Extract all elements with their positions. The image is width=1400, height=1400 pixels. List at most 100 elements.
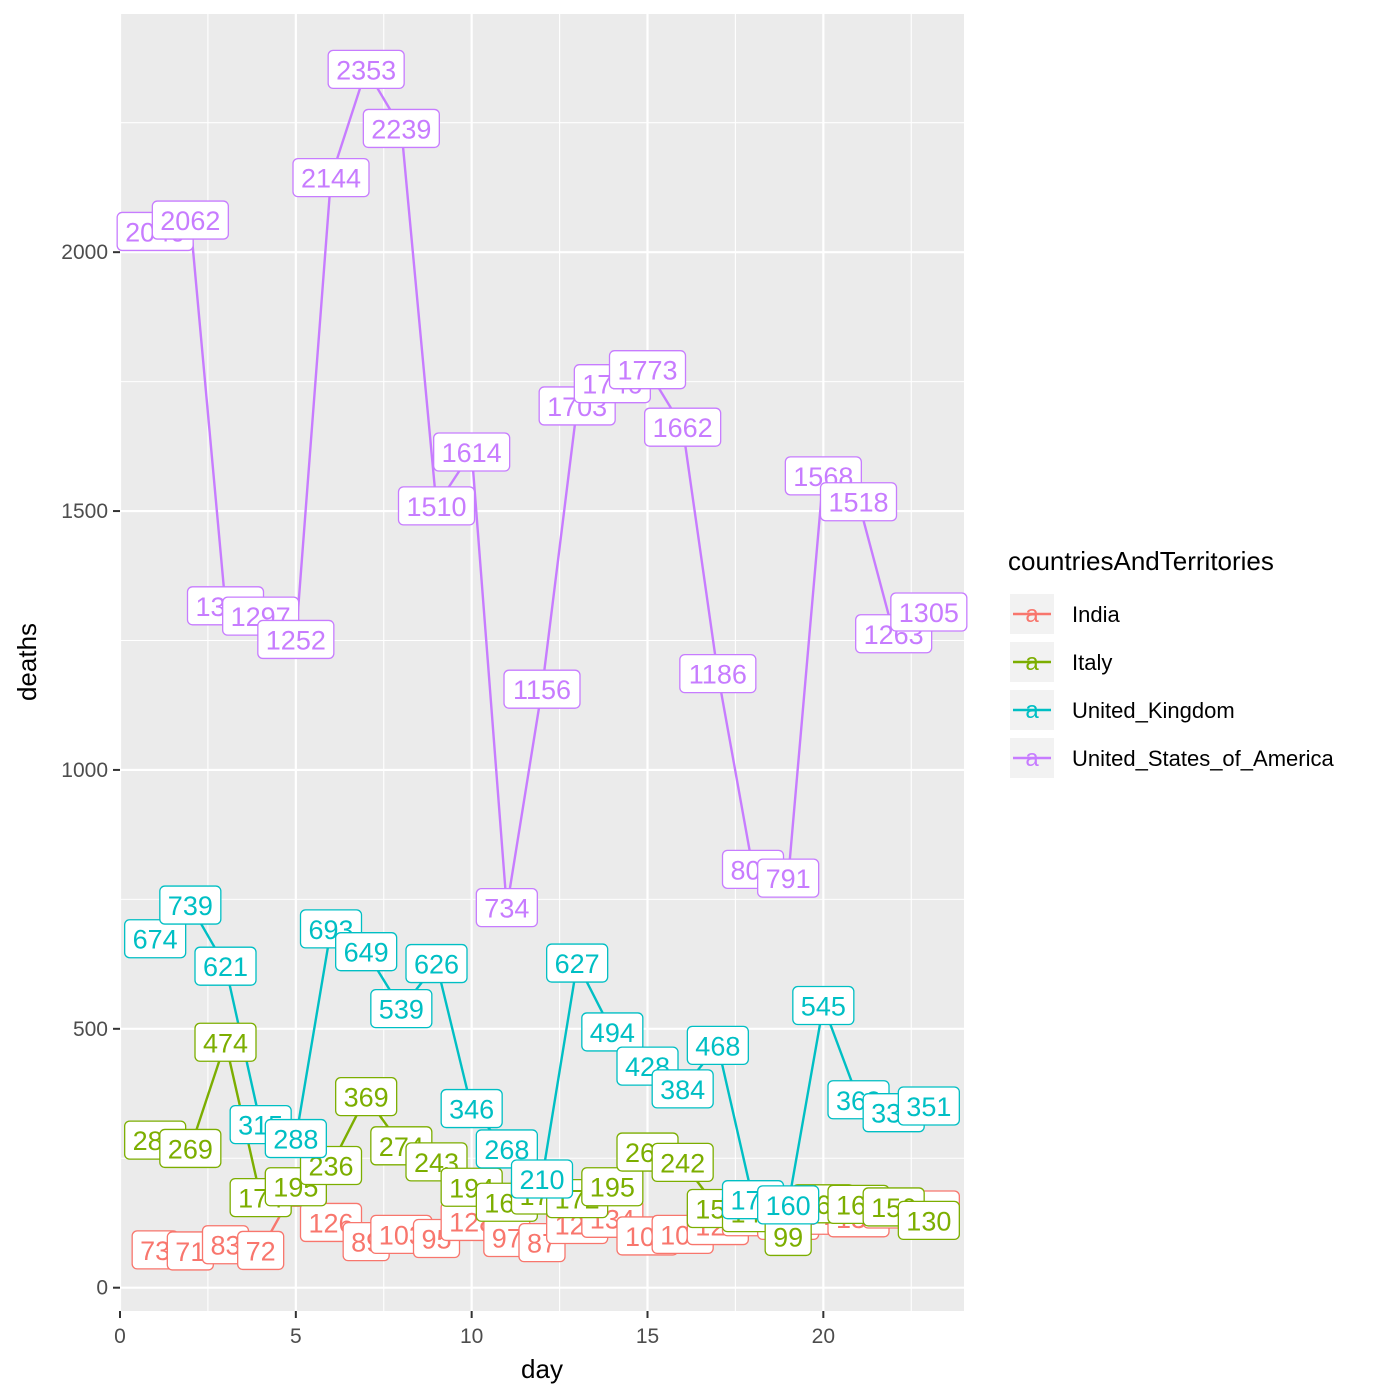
data-label-text: 2062 xyxy=(160,206,220,236)
data-label: 1186 xyxy=(679,653,757,694)
data-label-box xyxy=(644,407,722,447)
legend-key-glyph: a xyxy=(1025,649,1039,676)
data-label: 494 xyxy=(581,1012,644,1052)
data-label: 269 xyxy=(159,1128,222,1169)
x-tick-label: 20 xyxy=(812,1325,835,1348)
data-label-text: 1614 xyxy=(442,438,502,468)
legend-label: United_States_of_America xyxy=(1072,746,1334,771)
data-label-text: 649 xyxy=(344,938,389,968)
data-label-text: 474 xyxy=(203,1028,248,1058)
data-label-box xyxy=(546,943,609,983)
data-label-box xyxy=(440,1088,503,1129)
data-label-text: 739 xyxy=(168,891,213,921)
data-label-box xyxy=(686,1025,749,1066)
data-label-box xyxy=(405,943,468,984)
data-label-box xyxy=(581,1012,644,1052)
data-label-text: 1518 xyxy=(828,488,888,518)
data-label: 1252 xyxy=(257,619,335,660)
data-label: 130 xyxy=(897,1200,960,1241)
data-label-box xyxy=(581,1167,644,1207)
legend-label: Italy xyxy=(1072,650,1112,675)
data-label-box xyxy=(897,1086,960,1126)
data-label-text: 83 xyxy=(210,1231,240,1261)
x-tick-label: 10 xyxy=(460,1325,483,1348)
data-label-box xyxy=(890,592,968,632)
data-label-box xyxy=(124,919,187,959)
data-label-text: 1305 xyxy=(899,598,959,628)
data-label: 1614 xyxy=(433,432,511,472)
data-label: 73 xyxy=(131,1230,179,1270)
data-label: 1156 xyxy=(503,669,581,709)
data-label-text: 269 xyxy=(168,1134,213,1164)
legend-label: India xyxy=(1072,602,1120,627)
data-label-text: 195 xyxy=(590,1173,635,1203)
data-label-box xyxy=(792,985,855,1026)
data-label: 626 xyxy=(405,943,468,984)
data-label-box xyxy=(510,1159,574,1199)
y-axis: 0 500 1000 1500 2000 xyxy=(61,241,120,1300)
data-label: 351 xyxy=(897,1086,960,1126)
data-label-box xyxy=(475,1129,538,1169)
data-label-box xyxy=(194,946,257,986)
data-label: 384 xyxy=(651,1069,714,1109)
data-label-text: 494 xyxy=(590,1018,635,1048)
data-label: 71 xyxy=(166,1231,214,1271)
data-label-box xyxy=(159,1128,222,1169)
data-label-box xyxy=(651,1142,714,1183)
data-label-box xyxy=(475,888,538,928)
data-label-box xyxy=(151,200,229,240)
data-label-box xyxy=(264,1118,327,1159)
data-label-box xyxy=(159,885,222,925)
data-label-text: 1252 xyxy=(266,625,326,655)
data-label-box xyxy=(397,486,476,526)
data-label-text: 2144 xyxy=(301,164,361,194)
data-label: 268 xyxy=(475,1129,538,1169)
data-label-box xyxy=(433,432,511,472)
data-label-box xyxy=(757,858,820,898)
legend-item: a United_Kingdom xyxy=(1010,690,1235,730)
data-label-box xyxy=(651,1069,714,1109)
data-label-text: 99 xyxy=(773,1222,803,1252)
data-label: 468 xyxy=(686,1025,749,1066)
data-label-text: 1662 xyxy=(653,413,713,443)
data-label-text: 369 xyxy=(344,1083,389,1113)
data-label: 627 xyxy=(546,943,609,983)
data-label: 97 xyxy=(483,1217,531,1258)
data-label: 734 xyxy=(475,888,538,928)
data-label: 539 xyxy=(370,988,433,1029)
data-label-text: 1156 xyxy=(513,675,571,705)
legend-label: United_Kingdom xyxy=(1072,698,1235,723)
legend-item: a Italy xyxy=(1010,642,1112,682)
data-label-text: 130 xyxy=(906,1206,951,1236)
data-label: 83 xyxy=(201,1225,250,1265)
data-label: 1518 xyxy=(819,482,898,522)
x-axis-title: day xyxy=(521,1354,563,1384)
data-label-text: 545 xyxy=(801,992,846,1022)
data-label-text: 1186 xyxy=(689,660,747,690)
data-label-text: 160 xyxy=(766,1191,811,1221)
data-label-box xyxy=(335,1076,398,1117)
data-label: 1773 xyxy=(608,350,687,390)
data-label: 1510 xyxy=(397,486,476,526)
y-tick-label: 2000 xyxy=(61,241,108,264)
data-label-box xyxy=(327,49,405,90)
data-label: 2239 xyxy=(362,108,440,149)
data-label-text: 97 xyxy=(492,1223,522,1253)
data-label: 649 xyxy=(335,932,398,972)
data-label-text: 734 xyxy=(484,894,529,924)
data-label-text: 288 xyxy=(273,1125,318,1155)
data-label-box xyxy=(819,482,898,522)
data-label-box xyxy=(370,988,433,1029)
data-label-text: 1773 xyxy=(617,356,677,386)
data-label-box xyxy=(757,1185,820,1225)
data-label: 474 xyxy=(194,1022,257,1062)
data-label: 545 xyxy=(792,985,855,1026)
x-axis: 0 5 10 15 20 xyxy=(114,1311,835,1348)
data-label: 72 xyxy=(237,1230,285,1271)
x-tick-label: 15 xyxy=(636,1325,659,1348)
y-tick-label: 1000 xyxy=(61,759,108,782)
data-label-text: 1510 xyxy=(406,492,466,522)
data-label: 1662 xyxy=(644,407,722,447)
y-axis-title: deaths xyxy=(12,623,42,701)
